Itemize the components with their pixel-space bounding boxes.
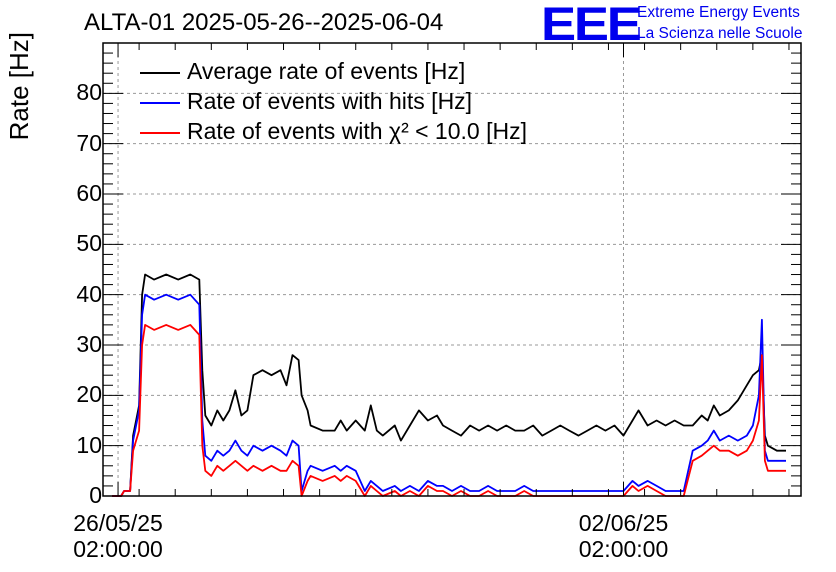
logo-subtitle-line1: Extreme Energy Events xyxy=(637,4,800,21)
legend-label-hits: Rate of events with hits [Hz] xyxy=(187,88,473,114)
y-tick-label: 80 xyxy=(76,79,102,106)
y-tick-label: 20 xyxy=(76,381,102,408)
y-tick-label: 30 xyxy=(76,331,102,357)
chart-grid xyxy=(103,43,801,496)
y-tick-label: 60 xyxy=(76,180,102,206)
chart-series xyxy=(112,273,786,497)
legend-label-chi2: Rate of events with χ² < 10.0 [Hz] xyxy=(187,118,527,144)
y-tick-label: 0 xyxy=(89,482,102,508)
x-tick-label: 26/05/25 02:00:00 xyxy=(48,510,188,562)
x-tick-label-time: 02:00:00 xyxy=(73,536,163,562)
x-tick-label-time: 02:00:00 xyxy=(578,536,669,562)
legend-label-average: Average rate of events [Hz] xyxy=(187,58,466,84)
axis-ticks xyxy=(102,43,801,497)
legend-swatch-hits xyxy=(140,102,180,104)
eee-logo: EEE xyxy=(541,0,642,50)
chart-title: ALTA-01 2025-05-26--2025-06-04 xyxy=(84,9,444,36)
y-tick-label: 10 xyxy=(76,431,102,458)
x-tick-label: 02/06/25 02:00:00 xyxy=(553,510,693,562)
series-hits-rate xyxy=(112,293,786,497)
logo-subtitle-line2: La Scienza nelle Scuole xyxy=(637,25,803,42)
x-tick-label-date: 26/05/25 xyxy=(73,510,163,536)
legend-swatch-average xyxy=(140,72,180,74)
y-tick-label: 40 xyxy=(76,280,102,307)
x-tick-label-date: 02/06/25 xyxy=(578,510,669,536)
legend-swatch-chi2 xyxy=(140,132,180,134)
series-average-rate xyxy=(112,273,786,497)
plot-frame xyxy=(102,42,802,497)
y-tick-label: 70 xyxy=(76,129,102,156)
y-axis-label: Rate [Hz] xyxy=(4,32,34,141)
series-chi2-rate xyxy=(112,323,786,497)
y-tick-label: 50 xyxy=(76,230,102,257)
